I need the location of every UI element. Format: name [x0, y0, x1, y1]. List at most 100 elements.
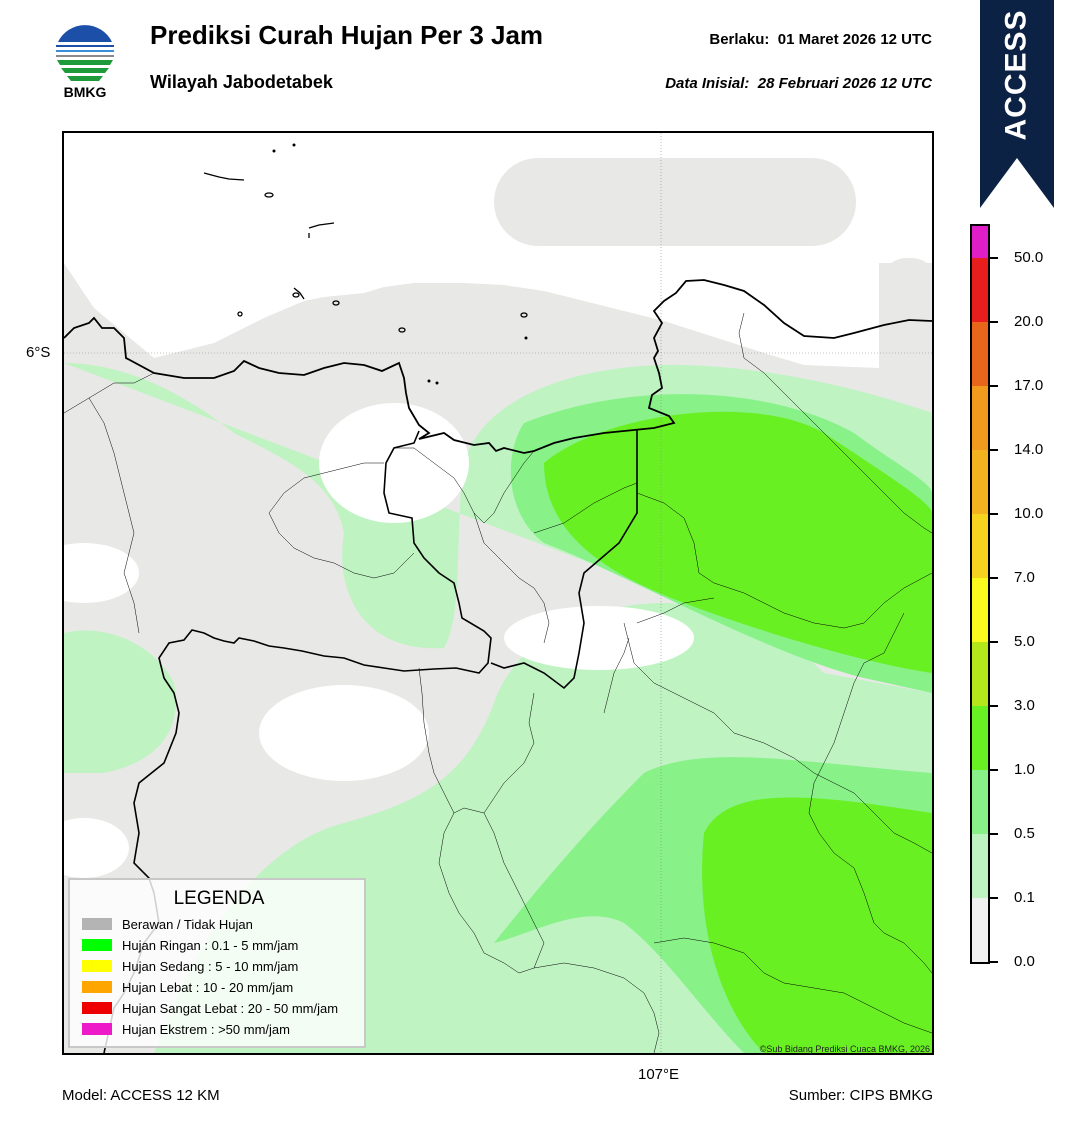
- dry-pocket-3: [259, 685, 429, 781]
- colorbar-segment: [972, 258, 988, 322]
- latitude-label: 6°S: [26, 344, 51, 361]
- medium-rain-region: [544, 411, 932, 673]
- source-label: Sumber: CIPS BMKG: [788, 1087, 933, 1104]
- regency-boundary: [623, 622, 932, 854]
- init-label: Data Inisial:: [665, 75, 750, 92]
- ribbon-label: ACCESS: [980, 0, 1054, 150]
- valid-time: Berlaku: 01 Maret 2026 12 UTC: [709, 31, 932, 48]
- legend-swatch: [82, 918, 112, 930]
- island: [293, 287, 305, 300]
- access-ribbon: [980, 0, 1054, 208]
- colorbar-label: 3.0: [1014, 697, 1035, 714]
- regency-boundary: [533, 482, 638, 534]
- colorbar-segment: [972, 450, 988, 514]
- legend-swatch: [82, 960, 112, 972]
- legend-swatch: [82, 939, 112, 951]
- legend-label: Hujan Ekstrem : >50 mm/jam: [122, 1021, 290, 1037]
- legend-item: Hujan Sangat Lebat : 20 - 50 mm/jam: [82, 998, 338, 1018]
- regency-boundary: [394, 447, 535, 524]
- longitude-label: 107°E: [638, 1066, 680, 1083]
- coastline: [64, 279, 932, 454]
- colorbar-tick: [990, 513, 998, 515]
- legend-item: Hujan Ekstrem : >50 mm/jam: [82, 1019, 290, 1039]
- colorbar-tick: [990, 897, 998, 899]
- regency-boundary: [738, 312, 932, 534]
- regency-boundary: [88, 397, 140, 634]
- colorbar-label: 0.5: [1014, 825, 1035, 842]
- colorbar-label: 0.0: [1014, 953, 1035, 970]
- regency-boundary: [653, 937, 932, 1034]
- colorbar-segment: [972, 386, 988, 450]
- colorbar-segment: [972, 898, 988, 962]
- cloudy-region-east: [879, 258, 932, 333]
- init-time: Data Inisial: 28 Februari 2026 12 UTC: [665, 75, 932, 92]
- colorbar-tick: [990, 769, 998, 771]
- regency-boundary: [483, 692, 535, 814]
- medium-rain-region-south: [702, 797, 932, 1053]
- legend-title: LEGENDA: [173, 888, 265, 909]
- legend-swatch: [82, 981, 112, 993]
- colorbar-segment: [972, 834, 988, 898]
- colorbar-label: 7.0: [1014, 569, 1035, 586]
- province-boundary: [103, 430, 492, 1053]
- init-value: 28 Februari 2026 12 UTC: [757, 75, 932, 92]
- legend-label: Hujan Lebat : 10 - 20 mm/jam: [122, 979, 294, 995]
- colorbar-label: 0.1: [1014, 889, 1035, 906]
- colorbar-tick: [990, 321, 998, 323]
- legend-label: Hujan Sedang : 5 - 10 mm/jam: [122, 958, 299, 974]
- legend-item: Hujan Lebat : 10 - 20 mm/jam: [82, 977, 293, 997]
- valid-label: Berlaku:: [709, 31, 770, 48]
- regency-boundary: [636, 492, 932, 629]
- island: [398, 327, 406, 333]
- regency-boundary: [268, 512, 415, 579]
- island: [264, 192, 274, 198]
- legend-label: Berawan / Tidak Hujan: [122, 916, 253, 932]
- island-dot: [292, 143, 296, 147]
- legend-label: Hujan Sangat Lebat : 20 - 50 mm/jam: [122, 1000, 339, 1016]
- province-boundary: [490, 430, 638, 690]
- colorbar-tick: [990, 961, 998, 963]
- colorbar-label: 17.0: [1014, 377, 1044, 394]
- colorbar-tick: [990, 385, 998, 387]
- colorbar-segment: [972, 706, 988, 770]
- island-dot: [272, 149, 276, 153]
- colorbar-segment: [972, 322, 988, 386]
- legend: LEGENDA Berawan / Tidak Hujan Hujan Ringa…: [68, 878, 366, 1048]
- valid-value: 01 Maret 2026 12 UTC: [777, 31, 932, 48]
- logo-text: BMKG: [63, 84, 107, 100]
- dry-pocket-1: [319, 403, 469, 523]
- legend-label: Hujan Ringan : 0.1 - 5 mm/jam: [122, 937, 299, 953]
- island-dot: [524, 336, 528, 340]
- cloudy-region-north: [494, 158, 856, 246]
- colorbar-label: 10.0: [1014, 505, 1044, 522]
- colorbar-tick: [990, 641, 998, 643]
- island: [308, 222, 335, 229]
- colorbar-segment: [972, 642, 988, 706]
- regency-boundary: [64, 372, 155, 414]
- island: [203, 172, 245, 181]
- colorbar-label: 1.0: [1014, 761, 1035, 778]
- colorbar-tick: [990, 577, 998, 579]
- island: [332, 300, 340, 306]
- dry-pocket-5: [64, 818, 129, 878]
- regency-boundary: [418, 667, 455, 814]
- regency-boundary: [268, 462, 384, 514]
- regency-boundary: [603, 637, 630, 714]
- bmkg-logo-icon: [55, 23, 115, 83]
- colorbar-segment: [972, 226, 988, 258]
- colorbar: [970, 224, 990, 964]
- colorbar-segment: [972, 578, 988, 642]
- island-dot: [427, 379, 431, 383]
- dry-pocket-2: [504, 606, 694, 670]
- colorbar-segment: [972, 770, 988, 834]
- colorbar-tick: [990, 257, 998, 259]
- island: [237, 311, 243, 317]
- regency-boundary: [473, 512, 550, 644]
- colorbar-label: 20.0: [1014, 313, 1044, 330]
- page-title: Prediksi Curah Hujan Per 3 Jam: [150, 20, 544, 50]
- colorbar-segment: [972, 514, 988, 578]
- island: [292, 292, 300, 298]
- island: [520, 312, 528, 318]
- colorbar-label: 5.0: [1014, 633, 1035, 650]
- colorbar-tick: [990, 449, 998, 451]
